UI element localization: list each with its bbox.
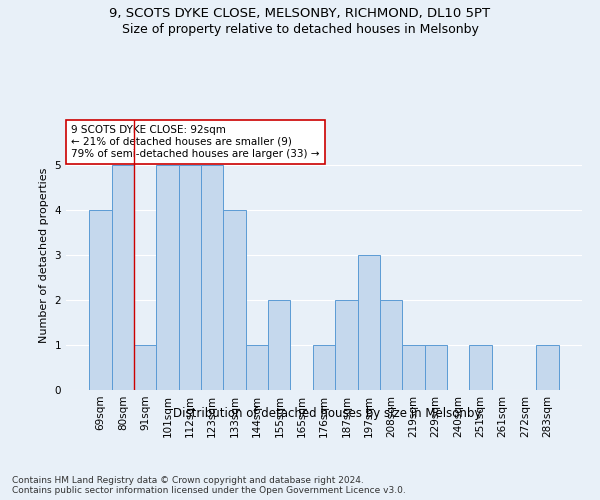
- Text: Distribution of detached houses by size in Melsonby: Distribution of detached houses by size …: [173, 408, 481, 420]
- Bar: [112, 165, 134, 390]
- Bar: [469, 345, 491, 390]
- Bar: [358, 255, 380, 390]
- Bar: [313, 345, 335, 390]
- Bar: [402, 345, 425, 390]
- Bar: [134, 345, 157, 390]
- Y-axis label: Number of detached properties: Number of detached properties: [39, 168, 49, 342]
- Bar: [179, 165, 201, 390]
- Text: 9 SCOTS DYKE CLOSE: 92sqm
← 21% of detached houses are smaller (9)
79% of semi-d: 9 SCOTS DYKE CLOSE: 92sqm ← 21% of detac…: [71, 126, 320, 158]
- Bar: [536, 345, 559, 390]
- Bar: [157, 165, 179, 390]
- Bar: [425, 345, 447, 390]
- Text: Size of property relative to detached houses in Melsonby: Size of property relative to detached ho…: [122, 22, 478, 36]
- Bar: [335, 300, 358, 390]
- Bar: [246, 345, 268, 390]
- Bar: [268, 300, 290, 390]
- Text: Contains HM Land Registry data © Crown copyright and database right 2024.
Contai: Contains HM Land Registry data © Crown c…: [12, 476, 406, 495]
- Bar: [380, 300, 402, 390]
- Bar: [89, 210, 112, 390]
- Bar: [223, 210, 246, 390]
- Bar: [201, 165, 223, 390]
- Text: 9, SCOTS DYKE CLOSE, MELSONBY, RICHMOND, DL10 5PT: 9, SCOTS DYKE CLOSE, MELSONBY, RICHMOND,…: [109, 8, 491, 20]
